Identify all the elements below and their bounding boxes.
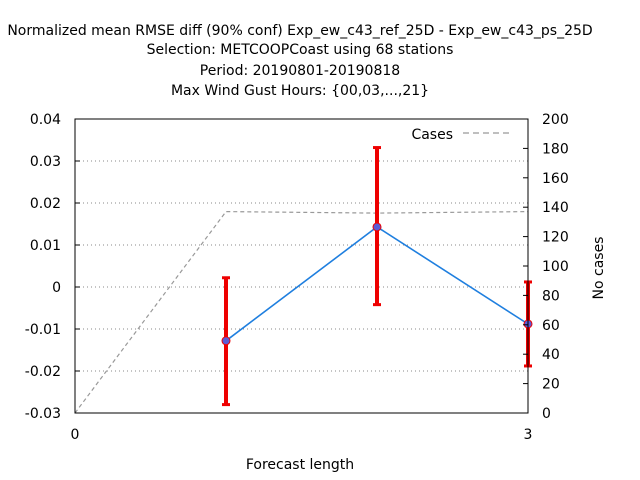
x-tick-label: 3 [524, 427, 533, 443]
y-tick-label: 0.02 [30, 196, 61, 212]
y2-tick-label: 80 [542, 288, 560, 304]
x-tick-label: 0 [71, 427, 80, 443]
y2-tick-label: 60 [542, 318, 560, 334]
y-tick-label: 0.03 [30, 154, 61, 170]
cases-line [74, 210, 529, 414]
y2-axis-label: No cases [591, 237, 607, 300]
legend: Cases [411, 127, 511, 143]
plot-frame [74, 118, 529, 414]
y2-tick-label: 200 [542, 112, 569, 128]
left-axis: -0.03 -0.02 -0.01 0 0.01 0.02 0.03 0.04 [25, 112, 80, 422]
y-tick-label: -0.01 [25, 322, 61, 338]
title-line-1: Normalized mean RMSE diff (90% conf) Exp… [7, 23, 592, 39]
y2-tick-label: 100 [542, 259, 569, 275]
title-line-2: Selection: METCOOPCoast using 68 station… [147, 42, 454, 58]
y2-tick-label: 40 [542, 347, 560, 363]
y-tick-label: -0.03 [25, 406, 61, 422]
y2-tick-label: 160 [542, 171, 569, 187]
y2-tick-label: 0 [542, 406, 551, 422]
data-point [221, 336, 231, 346]
y-tick-label: 0 [52, 280, 61, 296]
y2-tick-label: 180 [542, 141, 569, 157]
y2-tick-label: 140 [542, 200, 569, 216]
x-axis-label: Forecast length [246, 457, 354, 473]
y-tick-label: 0.01 [30, 238, 61, 254]
title-line-3: Period: 20190801-20190818 [200, 63, 400, 79]
chart-title: Normalized mean RMSE diff (90% conf) Exp… [7, 23, 592, 99]
legend-label-cases: Cases [411, 127, 453, 143]
main-series [221, 146, 533, 407]
y2-tick-label: 120 [542, 230, 569, 246]
y-tick-label: -0.02 [25, 364, 61, 380]
data-point [372, 222, 382, 232]
y2-tick-label: 20 [542, 377, 560, 393]
grid [75, 160, 528, 372]
cases-series [74, 210, 529, 414]
right-axis: 0 20 40 60 80 100 120 140 160 180 200 [523, 112, 569, 422]
y-tick-label: 0.04 [30, 112, 61, 128]
title-line-4: Max Wind Gust Hours: {00,03,...,21} [171, 83, 429, 99]
